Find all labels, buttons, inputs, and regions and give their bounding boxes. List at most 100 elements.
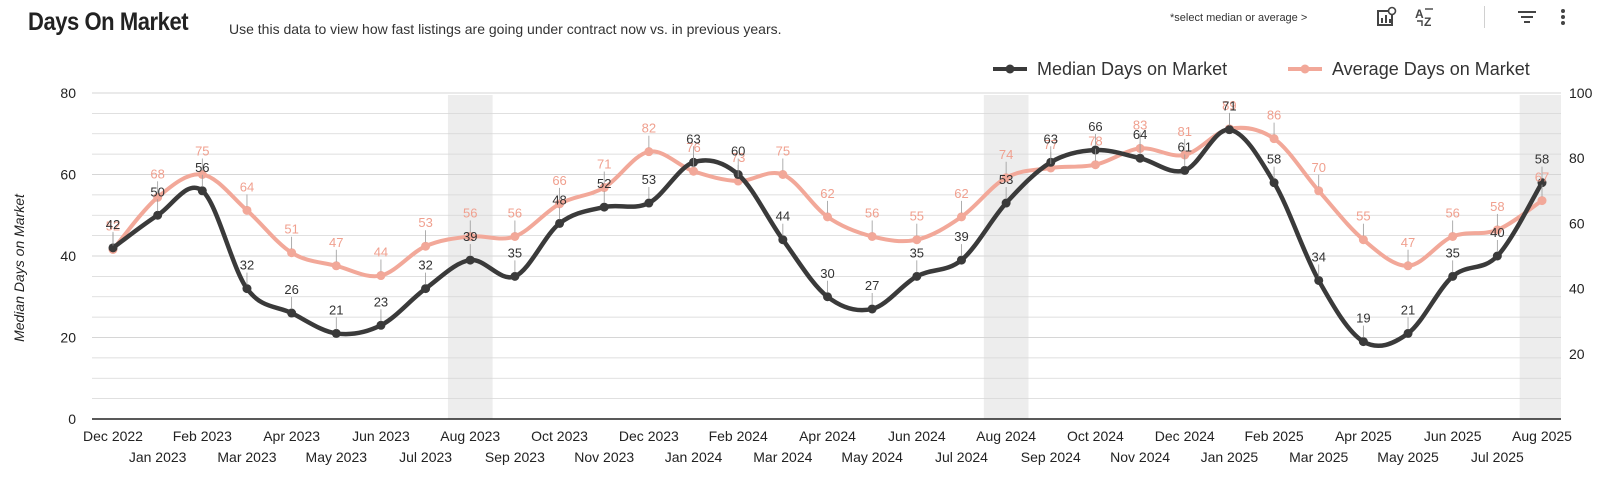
- average-data-label: 55: [1356, 209, 1370, 224]
- median-series-line: [110, 127, 1545, 348]
- y2-tick-label: 20: [1569, 346, 1585, 362]
- x-tick-label: Jun 2024: [888, 428, 946, 444]
- median-data-label: 71: [1222, 99, 1236, 114]
- x-tick-label: Jan 2023: [129, 449, 187, 465]
- page-title: Days On Market: [28, 8, 189, 36]
- average-point: [510, 231, 520, 241]
- sort-button[interactable]: A Z: [1412, 4, 1438, 30]
- average-point: [1448, 231, 1458, 241]
- x-tick-label: Jul 2023: [399, 449, 452, 465]
- x-tick-label: May 2023: [306, 449, 368, 465]
- median-data-label: 35: [508, 245, 522, 260]
- average-point: [331, 261, 341, 271]
- average-point: [867, 231, 877, 241]
- median-point: [644, 198, 654, 208]
- average-data-label: 89: [1222, 98, 1236, 113]
- legend-average-label: Average Days on Market: [1332, 59, 1530, 79]
- average-data-label: 70: [1311, 160, 1325, 175]
- average-point: [555, 199, 565, 209]
- median-data-label: 61: [1178, 139, 1192, 154]
- median-data-label: 44: [776, 209, 790, 224]
- legend-median-marker: [1005, 64, 1015, 74]
- x-tick-label: Jun 2025: [1424, 428, 1482, 444]
- median-data-label: 50: [150, 184, 164, 199]
- median-data-label: 21: [329, 302, 343, 317]
- average-point: [823, 212, 832, 222]
- x-tick-label: Aug 2024: [976, 428, 1036, 444]
- average-data-label: 47: [1401, 235, 1415, 250]
- median-point: [197, 186, 207, 196]
- median-point: [555, 218, 565, 228]
- median-data-label: 39: [954, 229, 968, 244]
- x-tick-label: May 2024: [841, 449, 903, 465]
- average-point: [153, 192, 163, 202]
- average-point: [1269, 134, 1279, 144]
- x-tick-label: Oct 2023: [531, 428, 588, 444]
- x-tick-label: Apr 2025: [1335, 428, 1392, 444]
- x-tick-label: Apr 2024: [799, 428, 856, 444]
- x-tick-label: Dec 2024: [1155, 428, 1215, 444]
- median-point: [1403, 328, 1413, 338]
- y2-tick-label: 60: [1569, 215, 1585, 231]
- y-tick-label: 40: [60, 248, 76, 264]
- median-point: [1537, 178, 1547, 188]
- median-point: [510, 271, 520, 281]
- median-data-label: 35: [1445, 245, 1459, 260]
- average-data-label: 56: [1445, 205, 1459, 220]
- median-data-label: 63: [686, 131, 700, 146]
- average-point: [287, 248, 297, 258]
- average-point: [912, 235, 922, 245]
- chart-settings-button[interactable]: [1373, 4, 1399, 30]
- average-data-label: 44: [374, 245, 388, 260]
- x-tick-label: Sep 2024: [1021, 449, 1081, 465]
- more-options-button[interactable]: [1555, 4, 1571, 30]
- average-data-label: 75: [776, 144, 790, 159]
- average-data-label: 53: [418, 215, 432, 230]
- median-data-label: 32: [240, 258, 254, 273]
- average-data-label: 83: [1133, 117, 1147, 132]
- median-data-label: 39: [463, 229, 477, 244]
- x-tick-label: Aug 2025: [1512, 428, 1572, 444]
- average-data-label: 55: [910, 209, 924, 224]
- average-data-label: 56: [865, 205, 879, 220]
- y-tick-label: 60: [60, 167, 76, 183]
- select-hint: *select median or average >: [1170, 12, 1308, 24]
- x-tick-label: Jan 2024: [665, 449, 723, 465]
- median-point: [376, 320, 386, 330]
- average-data-label: 56: [508, 205, 522, 220]
- y2-tick-label: 40: [1569, 281, 1585, 297]
- y-axis-label: Median Days on Market: [11, 193, 27, 342]
- median-data-label: 53: [999, 172, 1013, 187]
- median-data-label: 64: [1133, 127, 1147, 142]
- x-tick-label: Aug 2023: [440, 428, 500, 444]
- median-point: [599, 202, 609, 212]
- average-data-label: 73: [731, 150, 745, 165]
- median-data-label: 19: [1356, 311, 1370, 326]
- median-data-label: 34: [1311, 249, 1325, 264]
- x-tick-label: Jul 2025: [1471, 449, 1524, 465]
- median-data-label: 21: [1401, 302, 1415, 317]
- average-point: [1403, 261, 1413, 271]
- average-data-label: 51: [284, 222, 298, 237]
- median-point: [1135, 153, 1145, 163]
- y2-tick-label: 100: [1569, 85, 1593, 101]
- x-tick-label: Mar 2024: [753, 449, 812, 465]
- filter-button[interactable]: [1514, 4, 1540, 30]
- average-data-label: 62: [820, 186, 834, 201]
- median-point: [242, 284, 252, 294]
- median-point: [956, 255, 966, 265]
- median-data-label: 52: [597, 176, 611, 191]
- x-tick-label: Jan 2025: [1201, 449, 1259, 465]
- x-tick-label: May 2025: [1377, 449, 1439, 465]
- average-data-label: 71: [597, 157, 611, 172]
- median-point: [1314, 275, 1324, 285]
- svg-text:A: A: [1415, 7, 1424, 21]
- average-data-label: 82: [642, 121, 656, 136]
- median-point: [1358, 337, 1368, 347]
- median-point: [867, 304, 877, 314]
- average-point: [689, 166, 699, 176]
- median-point: [1269, 178, 1279, 188]
- average-point: [1358, 235, 1368, 245]
- median-data-label: 35: [910, 245, 924, 260]
- average-point: [1537, 196, 1547, 206]
